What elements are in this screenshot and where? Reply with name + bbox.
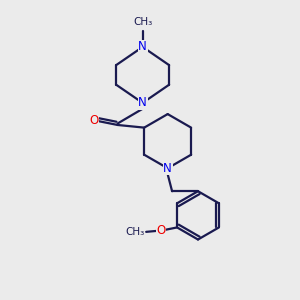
Text: CH₃: CH₃	[133, 17, 152, 27]
Text: N: N	[138, 96, 147, 110]
Text: N: N	[163, 162, 172, 175]
Text: CH₃: CH₃	[125, 227, 145, 237]
Text: O: O	[156, 224, 166, 237]
Text: O: O	[89, 114, 99, 127]
Text: N: N	[138, 40, 147, 53]
